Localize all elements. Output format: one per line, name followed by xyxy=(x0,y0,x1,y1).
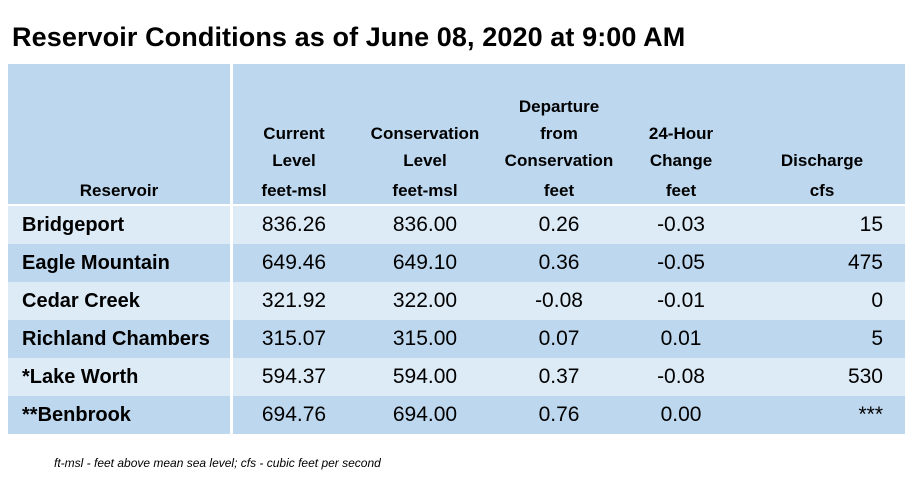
table-row: Cedar Creek 321.92 322.00 -0.08 -0.01 0 xyxy=(8,282,905,320)
discharge-cell: 5 xyxy=(739,320,905,358)
current-level-cell: 649.46 xyxy=(233,244,355,282)
current-level-cell: 315.07 xyxy=(233,320,355,358)
discharge-cell: 0 xyxy=(739,282,905,320)
conservation-level-cell: 315.00 xyxy=(355,320,495,358)
change-cell: 0.01 xyxy=(623,320,739,358)
reservoir-name: **Benbrook xyxy=(8,396,233,434)
change-cell: -0.01 xyxy=(623,282,739,320)
unit-departure: feet xyxy=(495,176,623,206)
header-line: from xyxy=(540,124,578,143)
page-title: Reservoir Conditions as of June 08, 2020… xyxy=(12,22,686,52)
table-row: Richland Chambers 315.07 315.00 0.07 0.0… xyxy=(8,320,905,358)
table-row: Eagle Mountain 649.46 649.10 0.36 -0.05 … xyxy=(8,244,905,282)
change-cell: -0.08 xyxy=(623,358,739,396)
header-line: Conservation xyxy=(504,151,614,170)
departure-cell: 0.37 xyxy=(495,358,623,396)
header-line: Level xyxy=(272,151,316,170)
change-cell: -0.05 xyxy=(623,244,739,282)
conservation-level-cell: 694.00 xyxy=(355,396,495,434)
table-header: Current Level Conservation Level Departu… xyxy=(8,64,905,206)
reservoir-name: Richland Chambers xyxy=(8,320,233,358)
conservation-level-cell: 322.00 xyxy=(355,282,495,320)
table-row: Bridgeport 836.26 836.00 0.26 -0.03 15 xyxy=(8,206,905,244)
conservation-level-cell: 594.00 xyxy=(355,358,495,396)
departure-cell: -0.08 xyxy=(495,282,623,320)
departure-cell: 0.36 xyxy=(495,244,623,282)
change-cell: 0.00 xyxy=(623,396,739,434)
header-24hour-change: 24-Hour Change xyxy=(623,64,739,176)
departure-cell: 0.76 xyxy=(495,396,623,434)
change-cell: -0.03 xyxy=(623,206,739,244)
discharge-cell: 530 xyxy=(739,358,905,396)
header-line: Current xyxy=(263,124,325,143)
reservoir-name: *Lake Worth xyxy=(8,358,233,396)
header-line: Discharge xyxy=(780,151,864,170)
unit-discharge: cfs xyxy=(739,176,905,206)
header-discharge: Discharge xyxy=(739,64,905,176)
current-level-cell: 594.37 xyxy=(233,358,355,396)
current-level-cell: 836.26 xyxy=(233,206,355,244)
conservation-level-cell: 649.10 xyxy=(355,244,495,282)
reservoir-name: Bridgeport xyxy=(8,206,233,244)
reservoir-name: Cedar Creek xyxy=(8,282,233,320)
header-line: Change xyxy=(649,151,713,170)
current-level-cell: 321.92 xyxy=(233,282,355,320)
header-line: 24-Hour xyxy=(648,124,714,143)
header-departure: Departure from Conservation xyxy=(495,64,623,176)
departure-cell: 0.26 xyxy=(495,206,623,244)
header-reservoir-spacer xyxy=(8,64,233,176)
header-line: Departure xyxy=(518,97,600,116)
discharge-cell: *** xyxy=(739,396,905,434)
departure-cell: 0.07 xyxy=(495,320,623,358)
table-body: Bridgeport 836.26 836.00 0.26 -0.03 15 E… xyxy=(8,206,905,434)
discharge-cell: 15 xyxy=(739,206,905,244)
header-line: Conservation xyxy=(370,124,480,143)
conservation-level-cell: 836.00 xyxy=(355,206,495,244)
footnote: ft-msl - feet above mean sea level; cfs … xyxy=(54,456,381,470)
table-row: **Benbrook 694.76 694.00 0.76 0.00 *** xyxy=(8,396,905,434)
table-row: *Lake Worth 594.37 594.00 0.37 -0.08 530 xyxy=(8,358,905,396)
reservoir-name: Eagle Mountain xyxy=(8,244,233,282)
header-line: Level xyxy=(403,151,447,170)
unit-conservation-level: feet-msl xyxy=(355,176,495,206)
discharge-cell: 475 xyxy=(739,244,905,282)
unit-current-level: feet-msl xyxy=(233,176,355,206)
header-current-level: Current Level xyxy=(233,64,355,176)
current-level-cell: 694.76 xyxy=(233,396,355,434)
unit-24hour-change: feet xyxy=(623,176,739,206)
header-conservation-level: Conservation Level xyxy=(355,64,495,176)
header-reservoir: Reservoir xyxy=(8,176,233,206)
reservoir-table: Current Level Conservation Level Departu… xyxy=(8,64,905,434)
